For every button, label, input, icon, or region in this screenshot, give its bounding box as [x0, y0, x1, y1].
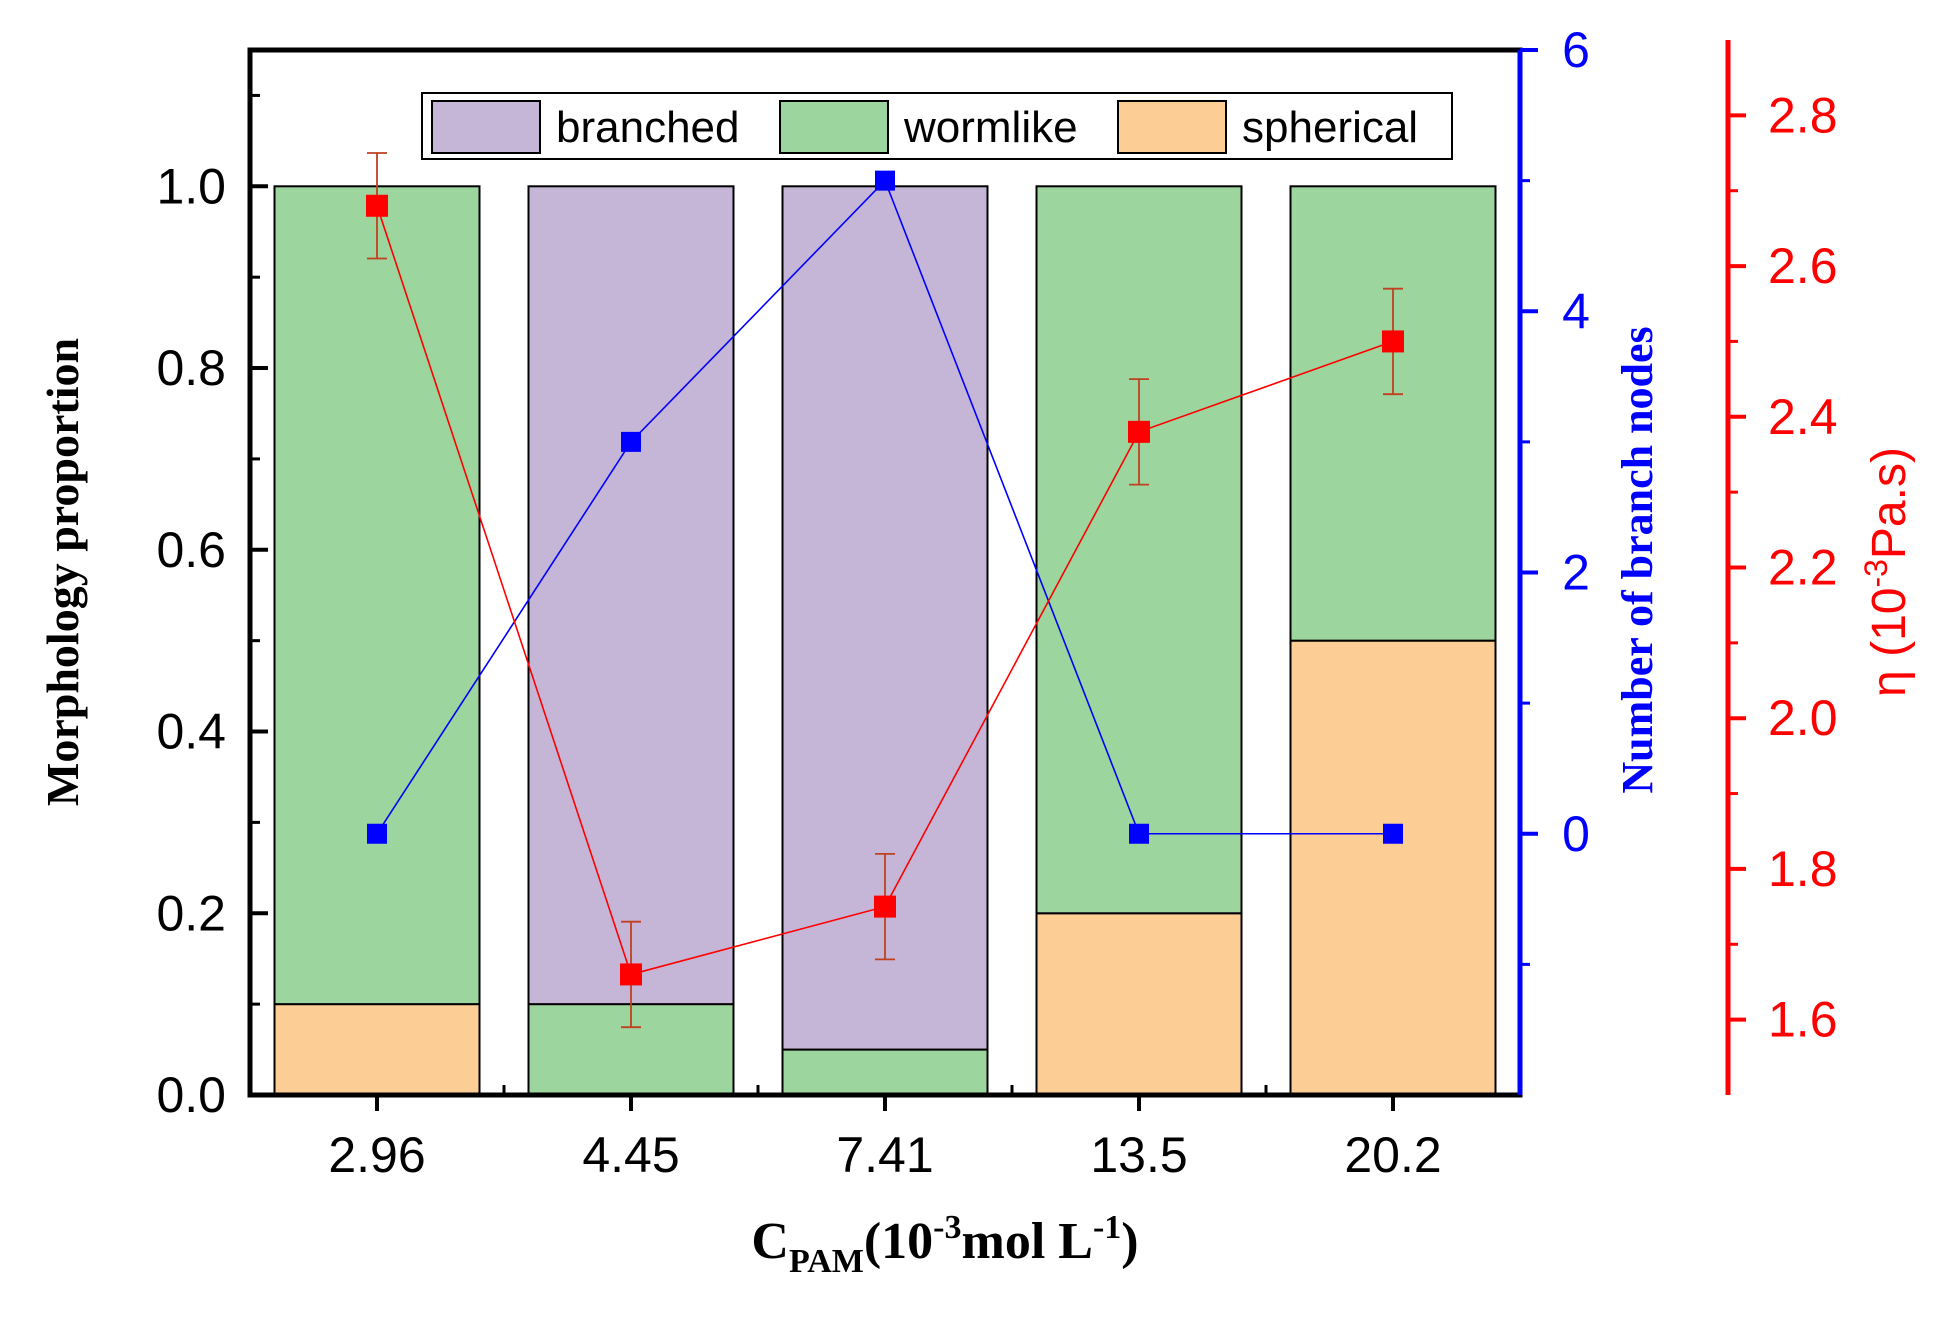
right-axis-2-title-sup: -3	[1858, 559, 1894, 587]
right-2-tick-label: 1.8	[1768, 841, 1838, 897]
left-axis: 0.0 0.2 0.4 0.6 0.8 1.0	[156, 93, 268, 1123]
right-2-tick-label: 2.2	[1768, 540, 1838, 596]
x-tick-label: 2.96	[328, 1127, 425, 1183]
right-axis-2-title: η (10-3Pa.s)	[1858, 447, 1916, 697]
legend: branched wormlike spherical	[421, 92, 1453, 160]
x-axis-title-sub: PAM	[789, 1243, 864, 1280]
left-tick-label: 0.6	[156, 522, 226, 578]
legend-swatch-spherical	[1117, 100, 1227, 154]
x-axis-title-mid: (10	[864, 1213, 933, 1270]
left-tick-label: 0.4	[156, 704, 226, 760]
point-viscosity-20.2	[1382, 330, 1404, 353]
point-branch-nodes-4.45	[621, 431, 641, 452]
left-tick-label: 1.0	[156, 158, 226, 214]
point-viscosity-13.5	[1128, 420, 1150, 443]
right-axis-viscosity: 1.6 1.8 2.0 2.2 2.4 2.6 2.8	[1725, 40, 1838, 1095]
x-axis-title-mid2: mol L	[962, 1213, 1093, 1270]
right-1-tick-label: 0	[1562, 806, 1590, 862]
x-tick-label: 4.45	[582, 1127, 679, 1183]
left-axis-title: Morphology proportion	[37, 338, 88, 806]
legend-label-wormlike: wormlike	[903, 103, 1078, 152]
x-axis: 2.96 4.45 7.41 13.5 20.2	[328, 1085, 1442, 1183]
x-axis-title: CPAM(10-3mol L-1)	[751, 1209, 1138, 1280]
x-axis-title-sup1: -3	[933, 1209, 961, 1246]
bar-spherical-2.96	[273, 1003, 481, 1096]
bar-wormlike-20.2	[1289, 185, 1497, 642]
right-2-tick-label: 2.8	[1768, 87, 1838, 143]
left-tick-label: 0.2	[156, 885, 226, 941]
right-2-tick-label: 2.6	[1768, 238, 1838, 294]
x-tick-label: 7.41	[836, 1127, 933, 1183]
x-tick-label: 13.5	[1090, 1127, 1187, 1183]
point-viscosity-4.45	[620, 963, 642, 986]
legend-label-spherical: spherical	[1242, 103, 1418, 152]
bar-wormlike-2.96	[273, 185, 481, 1006]
legend-box	[421, 92, 1453, 160]
right-axis-2-title-tail: Pa.s)	[1863, 447, 1916, 559]
right-axis-1-title: Number of branch nodes	[1613, 326, 1662, 793]
point-branch-nodes-7.41	[875, 170, 895, 191]
x-axis-title-sup2: -1	[1093, 1209, 1121, 1246]
bar-spherical-20.2	[1289, 639, 1497, 1096]
point-branch-nodes-20.2	[1383, 823, 1403, 844]
legend-label-branched: branched	[556, 103, 739, 152]
legend-swatch-wormlike	[779, 100, 889, 154]
bar-spherical-13.5	[1035, 912, 1243, 1096]
legend-swatch-branched	[431, 100, 541, 154]
x-axis-title-main: C	[751, 1213, 789, 1270]
bar-branched-4.45	[527, 185, 735, 1006]
point-viscosity-2.96	[366, 194, 388, 217]
point-viscosity-7.41	[874, 895, 896, 918]
right-axis-2-title-main: η (10	[1863, 588, 1916, 697]
point-branch-nodes-13.5	[1129, 823, 1149, 844]
left-tick-label: 0.8	[156, 340, 226, 396]
right-1-tick-label: 2	[1562, 545, 1590, 601]
x-tick-label: 20.2	[1344, 1127, 1441, 1183]
right-2-tick-label: 2.0	[1768, 690, 1838, 746]
right-2-tick-label: 1.6	[1768, 992, 1838, 1048]
left-tick-label: 0.0	[156, 1067, 226, 1123]
x-axis-title-end: )	[1121, 1213, 1138, 1270]
bars-layer	[273, 185, 1497, 1096]
bar-wormlike-7.41	[781, 1048, 989, 1096]
point-branch-nodes-2.96	[367, 823, 387, 844]
right-1-tick-label: 4	[1562, 283, 1590, 339]
right-axis-branch-nodes: 0 2 4 6	[1517, 22, 1590, 1095]
right-1-tick-label: 6	[1562, 22, 1590, 78]
bar-wormlike-13.5	[1035, 185, 1243, 915]
lines-layer	[366, 152, 1404, 1029]
right-2-tick-label: 2.4	[1768, 389, 1838, 445]
